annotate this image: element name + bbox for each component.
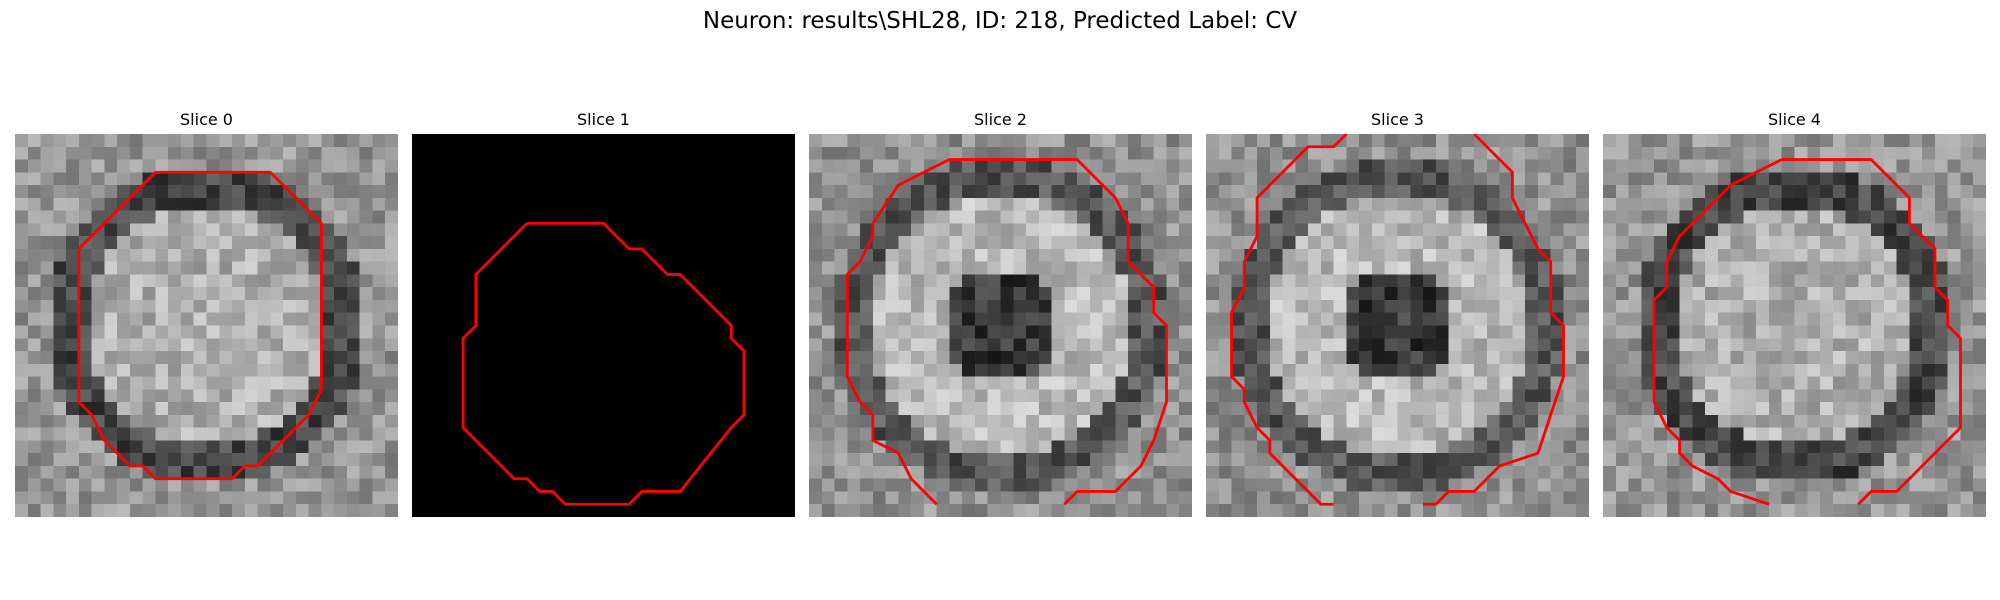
slice-3-image xyxy=(1206,134,1589,517)
slice-4-image xyxy=(1603,134,1986,517)
slice-2-image xyxy=(809,134,1192,517)
slice-0-image xyxy=(15,134,398,517)
slice-0-title: Slice 0 xyxy=(15,110,398,129)
slice-1-title: Slice 1 xyxy=(412,110,795,129)
slice-3-title: Slice 3 xyxy=(1206,110,1589,129)
figure-title: Neuron: results\SHL28, ID: 218, Predicte… xyxy=(0,8,2000,34)
slice-4-title: Slice 4 xyxy=(1603,110,1986,129)
slice-1-image xyxy=(412,134,795,517)
slice-2-title: Slice 2 xyxy=(809,110,1192,129)
